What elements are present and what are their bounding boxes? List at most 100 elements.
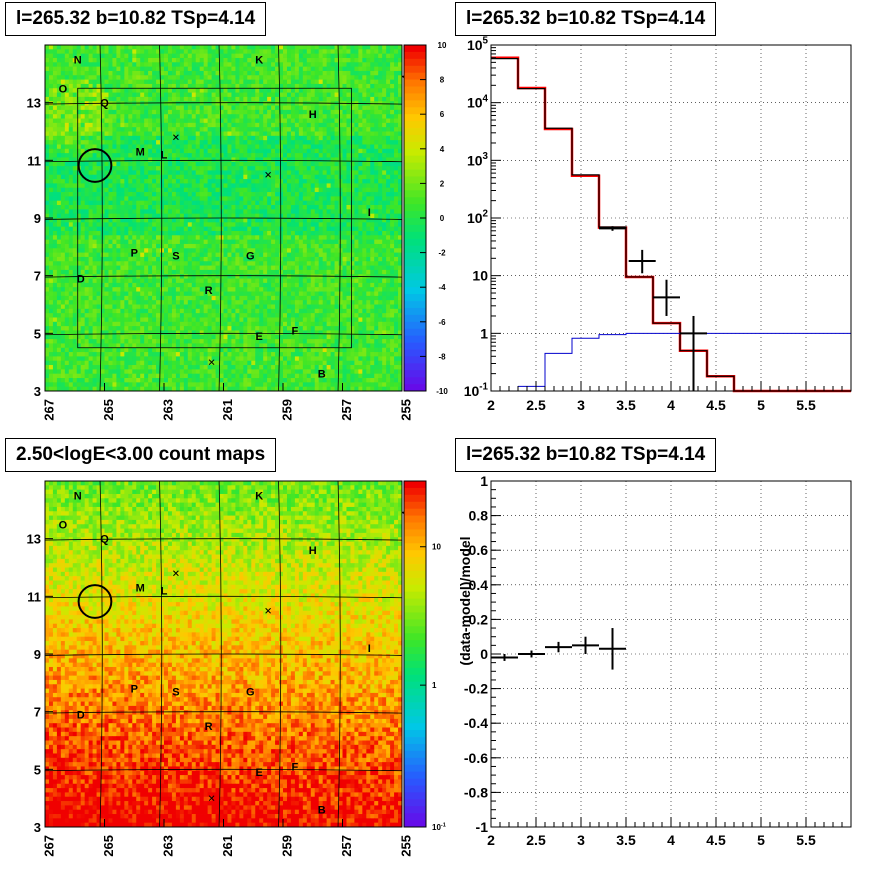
y-tick-label: 9: [34, 647, 41, 662]
y-tick-label: 102: [467, 209, 489, 226]
source-label: L: [161, 150, 168, 162]
x-tick-label: 255: [398, 399, 413, 421]
x-tick-label: 3: [577, 832, 585, 848]
source-label: M: [136, 147, 145, 159]
source-label: Q: [100, 534, 109, 546]
source-label: H: [309, 545, 317, 557]
source-label: G: [246, 250, 255, 262]
source-label: O: [59, 83, 68, 95]
y-tick-label: 3: [34, 820, 41, 835]
y-tick-label: -1: [476, 819, 489, 835]
source-label: H: [309, 109, 317, 121]
source-label: S: [172, 686, 179, 698]
source-label: D: [77, 710, 85, 722]
x-tick-label: 259: [279, 399, 294, 421]
x-tick-label: 4.5: [706, 832, 726, 848]
x-tick-label: 259: [279, 835, 294, 857]
x-tick-label: 263: [160, 835, 175, 857]
source-label: B: [318, 369, 326, 381]
colorbar-label: 2: [440, 179, 445, 188]
x-tick-label: 261: [220, 399, 235, 421]
x-tick-label: 3: [577, 397, 585, 413]
x-tick-label: 255: [398, 835, 413, 857]
y-tick-label: 10-1: [464, 382, 489, 399]
top-right-title: l=265.32 b=10.82 TSp=4.14: [455, 2, 716, 36]
bottom-left-title: 2.50<logE<3.00 count maps: [5, 438, 276, 472]
colorbar-label: 1: [432, 681, 437, 690]
source-label: E: [256, 331, 263, 343]
source-label: N: [74, 490, 82, 502]
y-tick-label: 9: [34, 211, 41, 226]
colorbar-label: 0: [440, 214, 445, 223]
y-tick-label: 13: [27, 96, 41, 111]
x-tick-label: 261: [220, 835, 235, 857]
x-tick-label: 257: [339, 835, 354, 857]
y-tick-label: 5: [34, 326, 41, 341]
source-label: K: [255, 490, 263, 502]
colorbar-label: -2: [438, 249, 446, 258]
source-label: K: [255, 54, 263, 66]
y-tick-label: 7: [34, 269, 41, 284]
y-tick-label: 7: [34, 705, 41, 720]
y-tick-label: 0.8: [469, 508, 489, 524]
x-tick-label: 257: [339, 399, 354, 421]
source-label: L: [161, 586, 168, 598]
colorbar-label: 10: [432, 543, 441, 552]
colorbar-label: -6: [438, 318, 446, 327]
x-tick-label: 2.5: [526, 832, 546, 848]
x-tick-label: 2: [487, 832, 495, 848]
top-left-title: l=265.32 b=10.82 TSp=4.14: [5, 2, 266, 36]
y-tick-label: 5: [34, 762, 41, 777]
x-tick-label: 5.5: [796, 832, 816, 848]
x-tick-label: 5: [757, 397, 765, 413]
y-tick-label: 3: [34, 384, 41, 399]
x-tick-label: 5: [757, 832, 765, 848]
x-tick-label: 5.5: [796, 397, 816, 413]
y-tick-label: 0: [480, 646, 488, 662]
y-axis-label: (data-model)/model: [457, 536, 473, 665]
x-tick-label: 4: [667, 832, 675, 848]
colorbar-label: 6: [440, 110, 445, 119]
x-tick-label: 3.5: [616, 832, 636, 848]
colorbar-label: 8: [440, 76, 445, 85]
x-tick-label: 265: [101, 835, 116, 857]
y-tick-label: 11: [27, 153, 41, 168]
source-label: B: [318, 805, 326, 817]
y-tick-label: 11: [27, 589, 41, 604]
y-tick-label: 103: [467, 151, 489, 168]
source-label: O: [59, 519, 68, 531]
source-label: E: [256, 767, 263, 779]
y-tick-label: -0.6: [464, 750, 488, 766]
source-label: I: [368, 207, 371, 219]
source-label: P: [131, 248, 138, 260]
source-label: R: [205, 721, 213, 733]
x-tick-label: 267: [41, 835, 56, 857]
colorbar-label: 10: [438, 41, 447, 50]
y-tick-label: 105: [467, 36, 489, 53]
x-tick-label: 267: [41, 399, 56, 421]
colorbar-1: [404, 481, 426, 827]
source-label: P: [131, 684, 138, 696]
source-label: I: [368, 643, 371, 655]
colorbar-label: -8: [438, 352, 446, 361]
y-tick-label: 1: [480, 325, 488, 341]
y-tick-label: -0.4: [464, 715, 488, 731]
x-tick-label: 2: [487, 397, 495, 413]
source-label: R: [205, 285, 213, 297]
colorbar-label: -10: [436, 387, 448, 396]
source-label: D: [77, 274, 85, 286]
bottom-right-title: l=265.32 b=10.82 TSp=4.14: [455, 438, 716, 472]
y-tick-label: 10: [472, 268, 488, 284]
colorbar-label: 10-1: [432, 822, 446, 832]
source-label: S: [172, 250, 179, 262]
x-tick-label: 4: [667, 397, 675, 413]
y-tick-label: 13: [27, 532, 41, 547]
x-tick-label: 265: [101, 399, 116, 421]
colorbar-label: 4: [440, 145, 445, 154]
colorbar-label: -4: [438, 283, 446, 292]
source-label: F: [292, 325, 299, 337]
y-tick-label: -0.8: [464, 784, 488, 800]
y-tick-label: -0.2: [464, 681, 488, 697]
source-label: F: [292, 761, 299, 773]
